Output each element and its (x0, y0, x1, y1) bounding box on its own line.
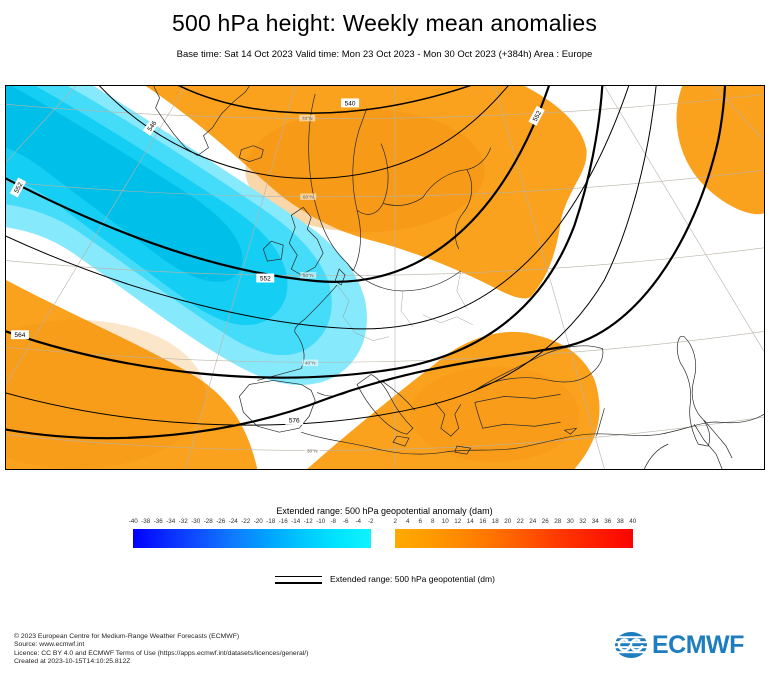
colorbar-ticks: -40 -38 -36 -34 -32 -30 -28 -26 -24 -22 -20 -18 -16-… (127, 518, 639, 525)
colorbar-tick: 20 (504, 518, 512, 525)
contour-label: 552 (13, 181, 24, 194)
colorbar-tick: 30 (566, 518, 574, 525)
colorbar-tick: 32 (579, 518, 587, 525)
colorbar-tick: 12 (454, 518, 462, 525)
colorbar-tick: 8 (430, 518, 435, 525)
contour-label: 552 (532, 110, 543, 123)
colorbar-tick: -34 (166, 518, 176, 525)
graticule-grid (6, 86, 764, 469)
colorbar-positive-bar (395, 529, 633, 548)
grid-label: 40°N (305, 361, 316, 367)
colorbar-tick: -30 (191, 518, 201, 525)
colorbar-tick: -16 (278, 518, 288, 525)
ecmwf-logo: ECMWF (612, 630, 744, 660)
colorbar-tick: 10 (441, 518, 449, 525)
footer-attribution: © 2023 European Centre for Medium-Range … (14, 633, 308, 666)
positive-anomaly-field (6, 86, 764, 469)
grid-label: 70°N (302, 116, 313, 122)
colorbar-tick: -2 (367, 518, 374, 525)
colorbar-tick: -10 (316, 518, 326, 525)
colorbar-tick: -24 (228, 518, 238, 525)
colorbar-tick: 36 (604, 518, 612, 525)
contour-label: 564 (15, 332, 26, 339)
graticule-labels: 70°N 60°N 50°N 40°N 30°N (299, 114, 321, 454)
colorbar-tick: -36 (153, 518, 163, 525)
colorbar-tick: 22 (516, 518, 524, 525)
contour-label: 552 (260, 275, 271, 282)
colorbar-tick: -28 (203, 518, 213, 525)
colorbar-positive-ticks: 2 4 6 8 10 12 14 16 18 20 22 24 26 28 30 32 34 36 38 40 (389, 518, 639, 525)
contour-legend-label: Extended range: 500 hPa geopotential (dm… (330, 574, 495, 584)
colorbar-tick: 4 (405, 518, 410, 525)
colorbar-tick: -12 (303, 518, 313, 525)
colorbar-tick: -22 (241, 518, 251, 525)
colorbar-tick: -18 (266, 518, 276, 525)
map-panel: 540 546 552 552 552 564 576 70°N 60°N 50… (5, 85, 765, 470)
chart-subtitle: Base time: Sat 14 Oct 2023 Valid time: M… (176, 49, 593, 60)
colorbar-tick: -38 (141, 518, 151, 525)
colorbar-tick: 6 (418, 518, 422, 525)
colorbar-title: Extended range: 500 hPa geopotential ano… (276, 506, 493, 516)
colorbar-tick: 26 (541, 518, 549, 525)
contour-label: 576 (289, 418, 300, 425)
ecmwf-logo-text: ECMWF (652, 630, 744, 659)
footer-created: Created at 2023-10-15T14:10:25.812Z (14, 657, 131, 665)
colorbar-tick: -14 (291, 518, 301, 525)
colorbar-tick: -40 (128, 518, 138, 525)
colorbar-tick: 40 (629, 518, 637, 525)
colorbar-tick: 28 (554, 518, 562, 525)
colorbar-tick: 2 (393, 518, 397, 525)
grid-label: 50°N (303, 273, 314, 279)
colorbar-tick: -6 (342, 518, 349, 525)
footer-source: Source: www.ecmwf.int (14, 641, 85, 649)
colorbar-tick: 34 (591, 518, 599, 525)
ecmwf-logo-icon (612, 632, 648, 658)
negative-anomaly-field (6, 86, 367, 385)
footer-licence: Licence: CC BY 4.0 and ECMWF Terms of Us… (14, 649, 309, 657)
colorbar-tick: 24 (529, 518, 537, 525)
legend-contour-line-thick (275, 582, 322, 584)
colorbar-tick: -4 (355, 518, 362, 525)
geopotential-contours (6, 86, 727, 440)
weather-map: 540 546 552 552 552 564 576 70°N 60°N 50… (6, 86, 764, 469)
colorbar-tick-gap (377, 518, 389, 525)
legend-contour-line-thin (275, 576, 322, 577)
colorbar-negative-ticks: -40 -38 -36 -34 -32 -30 -28 -26 -24 -22 -20 -18 -16-… (127, 518, 377, 525)
grid-label: 60°N (303, 195, 314, 201)
colorbar-tick: -26 (216, 518, 226, 525)
colorbar-tick: 18 (491, 518, 499, 525)
contour-labels: 540 546 552 552 552 564 576 (9, 98, 545, 425)
colorbar-tick: 16 (479, 518, 487, 525)
contour-label: 540 (345, 100, 356, 107)
colorbar-tick: -20 (253, 518, 263, 525)
colorbar-tick: 38 (616, 518, 624, 525)
colorbar-negative-bar (133, 529, 371, 548)
footer-copyright: © 2023 European Centre for Medium-Range … (14, 633, 240, 640)
colorbar-tick: -32 (178, 518, 188, 525)
grid-label: 30°N (307, 448, 318, 454)
colorbar-tick: -8 (330, 518, 337, 525)
colorbar-tick: 14 (466, 518, 474, 525)
page-title: 500 hPa height: Weekly mean anomalies (171, 10, 598, 36)
